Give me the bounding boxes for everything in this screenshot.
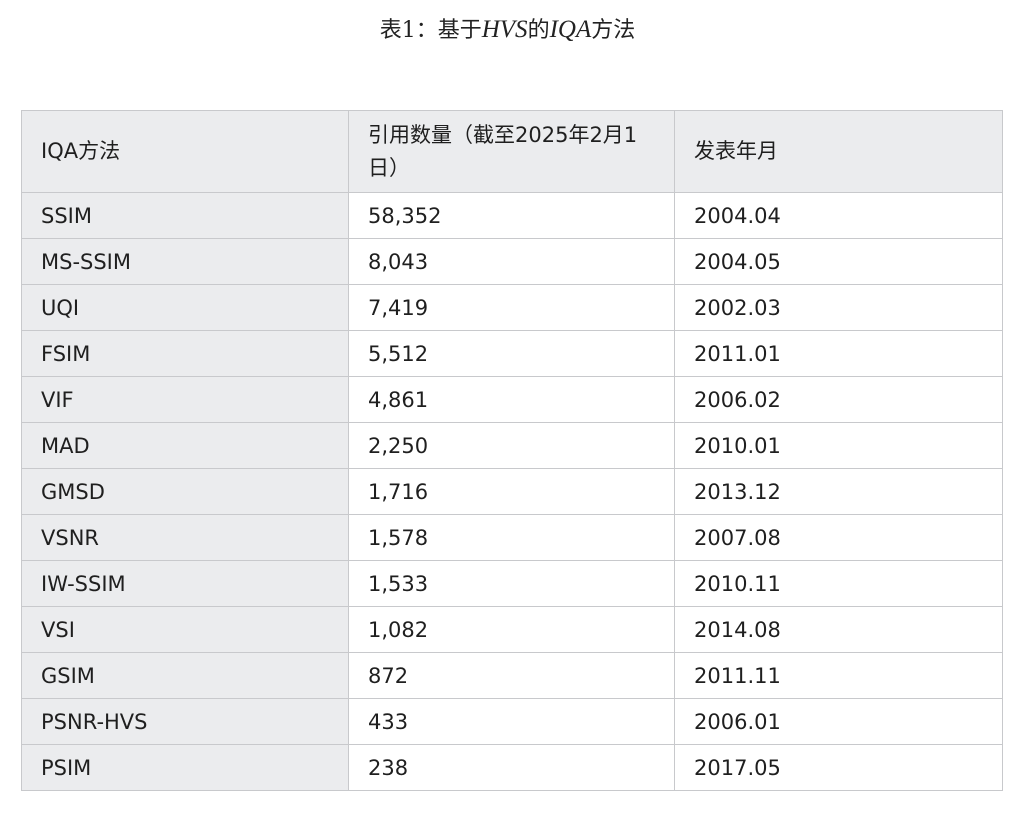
date-cell: 2011.11 [674, 652, 1003, 699]
caption-iqa: IQA [549, 16, 592, 43]
table-row: VIF 4,861 2006.02 [21, 376, 1003, 423]
method-cell: VIF [21, 376, 349, 423]
method-cell: UQI [21, 284, 349, 331]
citations-cell: 1,716 [348, 468, 675, 515]
citations-cell: 7,419 [348, 284, 675, 331]
table-row: SSIM 58,352 2004.04 [21, 192, 1003, 239]
iqa-methods-table: IQA方法 引用数量（截至2025年2月1日） 发表年月 SSIM 58,352 2… [21, 110, 1003, 791]
header-method: IQA方法 [21, 110, 349, 193]
citations-cell: 58,352 [348, 192, 675, 239]
method-cell: FSIM [21, 330, 349, 377]
method-cell: VSI [21, 606, 349, 653]
header-date: 发表年月 [674, 110, 1003, 193]
table-row: GSIM 872 2011.11 [21, 652, 1003, 699]
citations-cell: 1,578 [348, 514, 675, 561]
caption-suffix: 方法 [591, 18, 636, 43]
citations-cell: 4,861 [348, 376, 675, 423]
date-cell: 2004.04 [674, 192, 1003, 239]
citations-cell: 2,250 [348, 422, 675, 469]
caption-middle: 的 [527, 18, 550, 43]
method-cell: SSIM [21, 192, 349, 239]
date-cell: 2006.02 [674, 376, 1003, 423]
date-cell: 2014.08 [674, 606, 1003, 653]
method-cell: MS-SSIM [21, 238, 349, 285]
table-row: VSI 1,082 2014.08 [21, 606, 1003, 653]
citations-cell: 872 [348, 652, 675, 699]
method-cell: GMSD [21, 468, 349, 515]
table-row: PSIM 238 2017.05 [21, 744, 1003, 791]
header-row: IQA方法 引用数量（截至2025年2月1日） 发表年月 [21, 110, 1003, 193]
date-cell: 2010.01 [674, 422, 1003, 469]
method-cell: MAD [21, 422, 349, 469]
method-cell: PSIM [21, 744, 349, 791]
date-cell: 2017.05 [674, 744, 1003, 791]
table-row: GMSD 1,716 2013.12 [21, 468, 1003, 515]
table-row: VSNR 1,578 2007.08 [21, 514, 1003, 561]
table-row: UQI 7,419 2002.03 [21, 284, 1003, 331]
table-row: FSIM 5,512 2011.01 [21, 330, 1003, 377]
citations-cell: 8,043 [348, 238, 675, 285]
method-cell: PSNR-HVS [21, 698, 349, 745]
date-cell: 2013.12 [674, 468, 1003, 515]
date-cell: 2006.01 [674, 698, 1003, 745]
table-row: MAD 2,250 2010.01 [21, 422, 1003, 469]
header-citations: 引用数量（截至2025年2月1日） [348, 110, 675, 193]
date-cell: 2010.11 [674, 560, 1003, 607]
citations-cell: 433 [348, 698, 675, 745]
table-caption: 表1：基于HVS的IQA方法 [0, 12, 1015, 44]
method-cell: IW-SSIM [21, 560, 349, 607]
citations-cell: 1,082 [348, 606, 675, 653]
method-cell: VSNR [21, 514, 349, 561]
citations-cell: 5,512 [348, 330, 675, 377]
table-row: MS-SSIM 8,043 2004.05 [21, 238, 1003, 285]
caption-prefix: 表1：基于 [379, 18, 482, 43]
method-cell: GSIM [21, 652, 349, 699]
date-cell: 2011.01 [674, 330, 1003, 377]
table-row: IW-SSIM 1,533 2010.11 [21, 560, 1003, 607]
date-cell: 2004.05 [674, 238, 1003, 285]
table-row: PSNR-HVS 433 2006.01 [21, 698, 1003, 745]
citations-cell: 1,533 [348, 560, 675, 607]
date-cell: 2002.03 [674, 284, 1003, 331]
citations-cell: 238 [348, 744, 675, 791]
date-cell: 2007.08 [674, 514, 1003, 561]
caption-hvs: HVS [481, 16, 528, 43]
